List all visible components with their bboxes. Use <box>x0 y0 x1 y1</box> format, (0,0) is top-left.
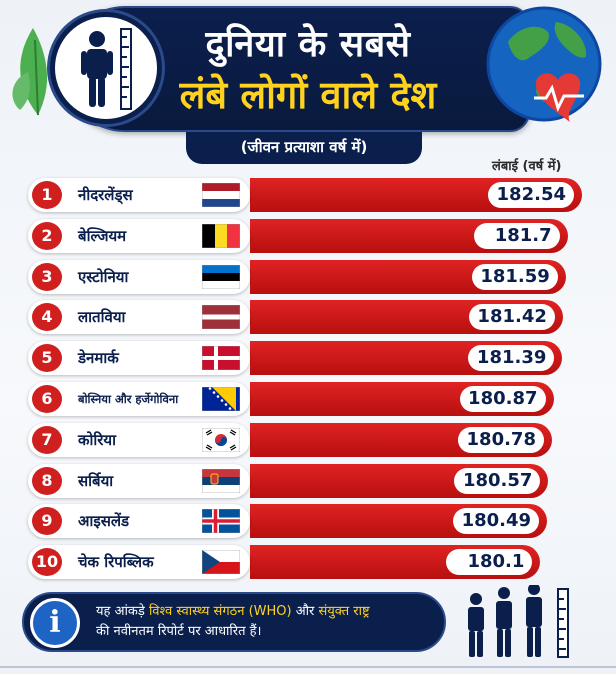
denmark-flag-icon <box>202 346 240 371</box>
country-label-box: 7 कोरिया <box>28 422 250 457</box>
rank-badge: 4 <box>32 303 62 332</box>
bar: 180.49 <box>250 504 548 539</box>
country-name: कोरिया <box>78 430 117 449</box>
rank-badge: 7 <box>32 425 62 454</box>
estonia-flag-icon <box>202 264 240 289</box>
iceland-flag-icon <box>202 509 240 534</box>
column-header: लंबाई (वर्ष में) <box>492 159 562 174</box>
bar-value-label: 181.42 <box>468 304 555 331</box>
rank-badge: 9 <box>32 507 62 536</box>
person-height-badge <box>50 12 162 124</box>
source-text-part1: यह आंकड़े <box>96 604 149 619</box>
rank-badge: 5 <box>32 344 62 373</box>
country-label-box: 6 बोस्निया और हर्जेगोविना <box>28 382 250 416</box>
source-un: संयुक्त राष्ट्र <box>318 604 370 619</box>
bosnia-flag-icon <box>202 387 240 411</box>
country-label-box: 2 बेल्जियम <box>28 218 250 253</box>
people-height-icon <box>468 585 569 658</box>
info-icon: i <box>30 598 80 648</box>
bar-value-label: 180.57 <box>454 467 541 494</box>
source-note-text: यह आंकड़े विश्व स्वास्थ्य संगठन (WHO) और… <box>96 602 436 642</box>
rank-badge: 3 <box>32 262 62 291</box>
country-name: एस्टोनिया <box>78 267 129 286</box>
bottom-divider <box>0 666 616 668</box>
rank-badge: 10 <box>32 548 62 577</box>
source-who: विश्व स्वास्थ्य संगठन (WHO) <box>148 604 292 619</box>
bar: 181.39 <box>250 341 563 376</box>
belgium-flag-icon <box>202 223 240 248</box>
bar: 181.7 <box>250 218 568 253</box>
country-name: सर्बिया <box>78 471 114 490</box>
rank-badge: 1 <box>32 181 62 209</box>
source-text-part3: की नवीनतम रिपोर्ट पर आधारित हैं। <box>96 624 262 639</box>
latvia-flag-icon <box>202 305 240 330</box>
source-text-part2: और <box>291 604 319 619</box>
south-korea-flag-icon <box>202 427 240 452</box>
bar-value-label: 180.1 <box>446 549 533 576</box>
country-label-box: 3 एस्टोनिया <box>28 259 250 294</box>
bar: 182.54 <box>250 178 582 212</box>
country-name: बेल्जियम <box>78 226 127 245</box>
title-line-2: लंबे लोगों वाले देश <box>179 73 437 117</box>
bar: 180.78 <box>250 422 552 457</box>
country-label-box: 9 आइसलेंड <box>28 504 250 539</box>
subtitle-tab: (जीवन प्रत्याशा वर्ष में) <box>186 132 422 164</box>
bar: 181.59 <box>250 259 566 294</box>
bar: 180.1 <box>250 545 541 580</box>
bar-value-label: 180.78 <box>457 426 544 453</box>
leaf-icon <box>12 28 48 116</box>
czech-flag-icon <box>202 550 240 575</box>
bar-value-label: 181.59 <box>471 263 558 290</box>
bar-value-label: 181.39 <box>468 345 555 372</box>
person-height-icon <box>81 28 132 110</box>
bar: 181.42 <box>250 300 563 335</box>
bar-value-label: 181.7 <box>473 222 560 249</box>
country-label-box: 1 नीदरलेंड्स <box>28 178 250 212</box>
country-name: बोस्निया और हर्जेगोविना <box>78 392 179 406</box>
country-name: चेक रिपब्लिक <box>78 553 154 572</box>
bar: 180.87 <box>250 382 554 416</box>
country-label-box: 10 चेक रिपब्लिक <box>28 545 250 580</box>
rank-badge: 8 <box>32 466 62 495</box>
country-name: नीदरलेंड्स <box>78 186 133 204</box>
rank-badge: 2 <box>32 221 62 250</box>
bar-value-label: 180.87 <box>459 386 546 412</box>
rank-badge: 6 <box>32 385 62 413</box>
source-note-box <box>22 592 446 652</box>
bar-value-label: 180.49 <box>453 508 540 535</box>
serbia-flag-icon <box>202 468 240 493</box>
netherlands-flag-icon <box>202 183 240 207</box>
country-label-box: 5 डेनमार्क <box>28 341 250 376</box>
country-label-box: 8 सर्बिया <box>28 463 250 498</box>
bar: 180.57 <box>250 463 549 498</box>
country-name: लातविया <box>78 308 126 327</box>
country-label-box: 4 लातविया <box>28 300 250 335</box>
country-name: आइसलेंड <box>78 512 130 531</box>
country-name: डेनमार्क <box>78 349 119 368</box>
title-line-1: दुनिया के सबसे <box>205 24 411 65</box>
globe-heart-icon <box>486 6 602 122</box>
bar-value-label: 182.54 <box>488 182 574 208</box>
